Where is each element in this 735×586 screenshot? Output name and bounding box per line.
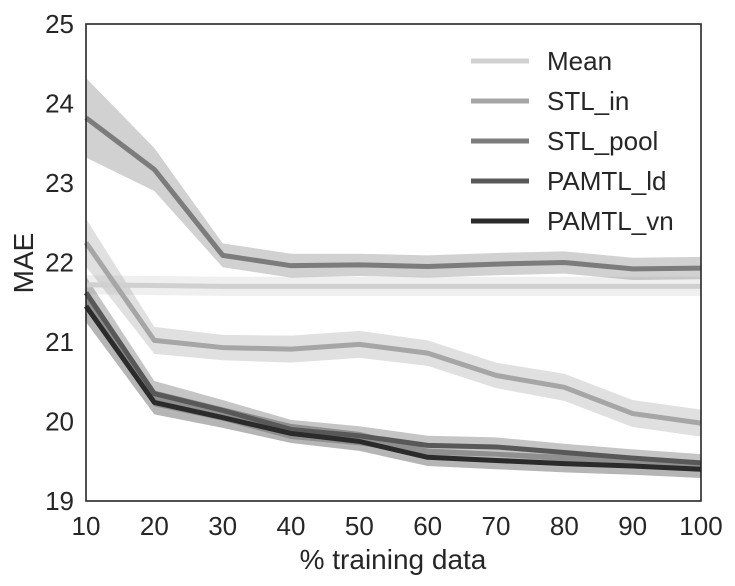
y-tick-label: 25 <box>45 9 74 39</box>
legend-label-stl-pool: STL_pool <box>547 126 658 156</box>
x-tick-label: 30 <box>208 511 237 541</box>
x-axis-ticks: 10 20 30 40 50 60 70 80 90 100 <box>72 511 723 541</box>
line-stl-pool <box>84 115 702 272</box>
line-stl-in <box>83 241 702 426</box>
x-axis-label: % training data <box>300 544 487 575</box>
x-tick-label: 60 <box>413 511 442 541</box>
series-lines <box>83 115 702 472</box>
x-tick-label: 70 <box>482 511 511 541</box>
legend-label-mean: Mean <box>547 46 612 76</box>
y-axis-label: MAE <box>8 233 39 294</box>
x-tick-label: 40 <box>277 511 306 541</box>
band-stl-pool <box>86 78 701 280</box>
legend-label-stl-in: STL_in <box>547 86 629 116</box>
x-tick-label: 100 <box>679 511 722 541</box>
y-tick-label: 23 <box>45 168 74 198</box>
line-mean <box>85 282 701 289</box>
x-tick-label: 50 <box>345 511 374 541</box>
x-tick-label: 90 <box>618 511 647 541</box>
legend-label-pamtl-vn: PAMTL_vn <box>547 206 674 236</box>
x-tick-label: 80 <box>550 511 579 541</box>
legend: Mean STL_in STL_pool PAMTL_ld PAMTL_vn <box>471 46 674 236</box>
y-tick-label: 22 <box>45 248 74 278</box>
x-tick-label: 10 <box>72 511 101 541</box>
y-tick-label: 21 <box>45 327 74 357</box>
y-axis-ticks: 19 20 21 22 23 24 25 <box>45 9 74 516</box>
line-pamtl-vn <box>83 304 702 472</box>
y-tick-label: 19 <box>45 486 74 516</box>
y-tick-label: 24 <box>45 89 74 119</box>
plot-frame <box>85 23 702 502</box>
y-tick-label: 20 <box>45 407 74 437</box>
line-pamtl-ld <box>83 291 702 466</box>
legend-label-pamtl-ld: PAMTL_ld <box>547 166 666 196</box>
band-pamtl-vn <box>86 290 701 478</box>
x-tick-label: 20 <box>140 511 169 541</box>
